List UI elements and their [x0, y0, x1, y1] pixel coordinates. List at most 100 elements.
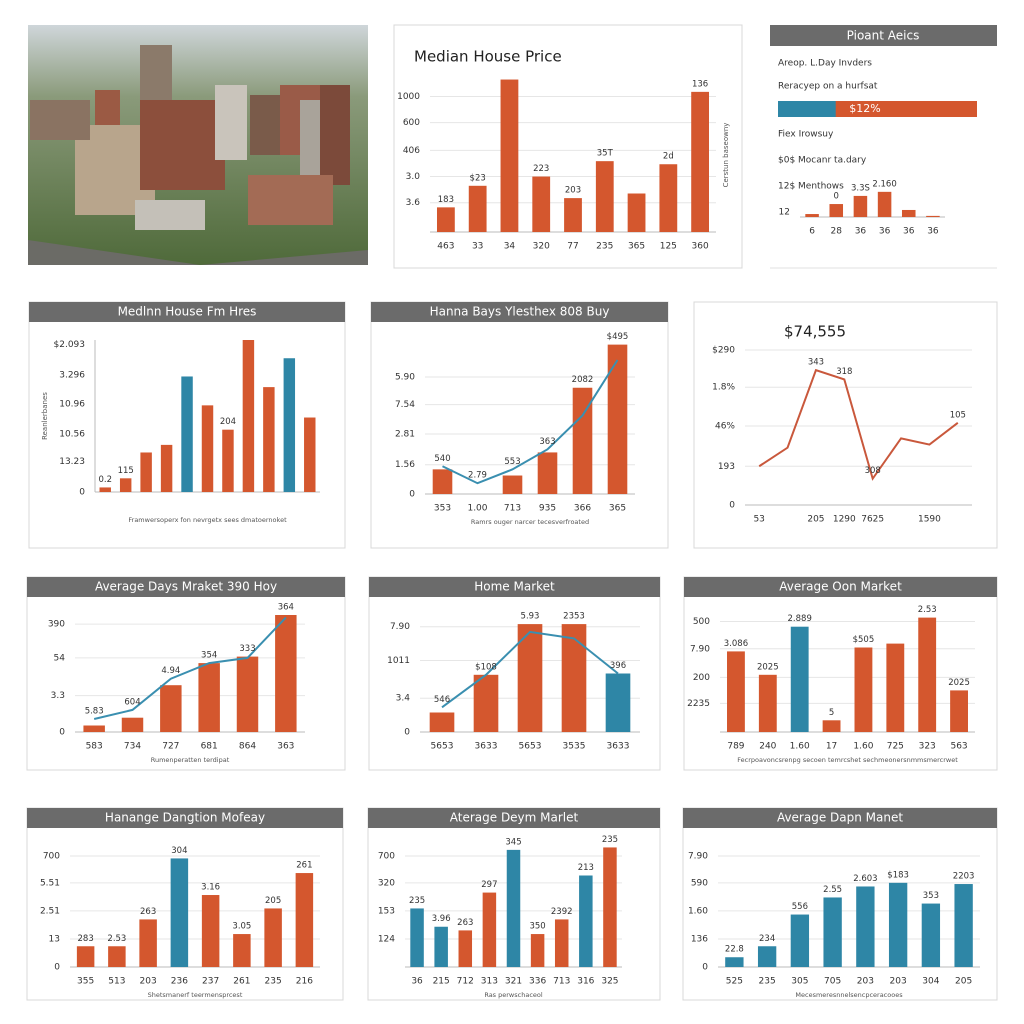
x-tick-label: 236 — [171, 977, 188, 987]
x-tick-label: 203 — [890, 977, 907, 987]
y-tick-label: 3.296 — [59, 370, 85, 380]
bar-label: 396 — [610, 661, 626, 671]
y-tick-label: 3.4 — [396, 694, 411, 704]
x-tick-label: 323 — [919, 742, 936, 752]
bar — [950, 690, 968, 732]
x-tick-label: 237 — [202, 977, 219, 987]
x-tick-label: 727 — [162, 742, 179, 752]
bar-label: 204 — [220, 417, 236, 427]
x-tick-label: 563 — [950, 742, 967, 752]
bar-label: 5.93 — [521, 612, 540, 622]
bar — [537, 452, 558, 494]
bar — [198, 663, 220, 732]
y-tick-label: 10.96 — [59, 399, 85, 409]
line — [442, 359, 619, 485]
y-tick-label: 136 — [691, 934, 708, 944]
chart-title: Hanna Bays Ylesthex 808 Buy — [430, 305, 610, 319]
y-tick-label: 2.81 — [395, 429, 415, 439]
bar — [201, 405, 214, 492]
bar-label: $23 — [470, 173, 486, 183]
bar — [822, 720, 841, 732]
x-tick-label: 36 — [879, 227, 891, 237]
bar-label: 0 — [834, 192, 839, 202]
bar-label: 261 — [296, 861, 312, 871]
bar-label: 2392 — [551, 907, 573, 917]
x-tick-label: 203 — [857, 977, 874, 987]
bar-label: 105 — [950, 410, 966, 420]
x-tick-label: 3633 — [607, 742, 630, 752]
bar-label: 205 — [265, 896, 281, 906]
chart-header — [368, 808, 660, 828]
bar-label: 2025 — [757, 662, 779, 672]
y-tick-label: 13 — [49, 934, 60, 944]
y-tick-label: 124 — [378, 934, 395, 944]
bar-label: 115 — [118, 466, 134, 476]
chart-header — [29, 302, 345, 322]
y-tick-label: 0 — [702, 963, 708, 973]
bar — [222, 429, 234, 492]
x-tick-label: 261 — [233, 977, 250, 987]
x-tick-label: 216 — [296, 977, 313, 987]
y-axis-title: Cerstun baseowny — [722, 123, 730, 188]
y-tick-label: 12 — [779, 207, 790, 217]
chart-header — [27, 808, 343, 828]
bar-label: 4.94 — [161, 666, 180, 676]
bar-label: 223 — [533, 164, 549, 174]
bar — [482, 892, 497, 967]
sidebar-panel: Pioant Aeics Areop. L.Day Invders Reracy… — [770, 25, 997, 269]
bar — [283, 358, 296, 492]
x-tick-label: 77 — [567, 242, 578, 252]
chart-header — [683, 808, 997, 828]
bar-label: 235 — [409, 896, 425, 906]
bar — [108, 946, 126, 967]
x-tick-label: 205 — [807, 515, 824, 525]
bar — [564, 198, 582, 232]
bar — [517, 624, 543, 732]
x-tick-label: 5653 — [431, 742, 454, 752]
chart-caption: Ramrs ouger narcer tecesverfroated — [471, 518, 589, 526]
bar — [603, 847, 617, 967]
x-tick-label: 365 — [628, 242, 645, 252]
bar — [888, 882, 908, 967]
bar-label: 353 — [923, 891, 939, 901]
chart-caption: Mecesmeresnnelsencpceracooes — [795, 991, 903, 999]
x-tick-label: 1.60 — [853, 742, 873, 752]
x-tick-label: 305 — [791, 977, 808, 987]
y-tick-label: 600 — [403, 118, 420, 128]
bar — [468, 185, 487, 232]
bar-label: 203 — [565, 186, 581, 196]
bar-label: 2082 — [572, 375, 594, 385]
bar — [434, 926, 448, 967]
bar — [561, 624, 587, 732]
bar-label: 540 — [434, 454, 450, 464]
x-tick-label: 712 — [457, 977, 474, 987]
bar — [236, 656, 259, 732]
bar-label: 263 — [140, 907, 156, 917]
y-axis-title: Reanlerbanes — [41, 392, 49, 440]
x-tick-label: 363 — [277, 742, 294, 752]
bar-label: 136 — [692, 79, 708, 89]
bar — [757, 946, 777, 967]
bar-label: 308 — [865, 466, 881, 476]
y-tick-label: 5.90 — [395, 372, 415, 382]
bar-label: 2.160 — [872, 179, 896, 189]
bar — [579, 875, 593, 967]
line — [441, 630, 619, 709]
x-tick-label: 325 — [601, 977, 618, 987]
x-tick-label: 33 — [472, 242, 483, 252]
bar — [886, 643, 905, 732]
x-tick-label: 28 — [831, 227, 843, 237]
bar — [242, 340, 255, 492]
chart-title: Aterage Deym Marlet — [450, 811, 579, 825]
bar — [530, 934, 545, 967]
bar — [500, 79, 519, 232]
bar — [458, 930, 473, 967]
x-tick-label: 353 — [434, 504, 451, 514]
x-tick-label: 583 — [86, 742, 103, 752]
y-tick-label: 54 — [54, 653, 66, 663]
bar — [304, 417, 316, 492]
bar — [901, 209, 916, 217]
sidebar-note: 12$ Menthows — [778, 182, 844, 192]
bar-label: $108 — [475, 662, 497, 672]
